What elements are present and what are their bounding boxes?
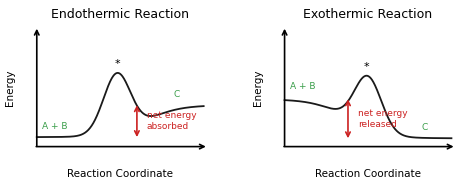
Text: net energy
absorbed: net energy absorbed xyxy=(147,111,197,131)
Text: C: C xyxy=(421,123,428,132)
Title: Endothermic Reaction: Endothermic Reaction xyxy=(51,8,189,21)
Title: Exothermic Reaction: Exothermic Reaction xyxy=(303,8,433,21)
Text: C: C xyxy=(173,90,180,99)
Text: Energy: Energy xyxy=(5,69,15,106)
Text: net energy
released: net energy released xyxy=(358,109,408,129)
Text: Energy: Energy xyxy=(253,69,263,106)
Text: *: * xyxy=(115,59,120,69)
Text: Reaction Coordinate: Reaction Coordinate xyxy=(67,169,173,179)
Text: A + B: A + B xyxy=(42,122,67,131)
Text: *: * xyxy=(364,62,369,72)
Text: Reaction Coordinate: Reaction Coordinate xyxy=(315,169,421,179)
Text: A + B: A + B xyxy=(290,82,315,91)
